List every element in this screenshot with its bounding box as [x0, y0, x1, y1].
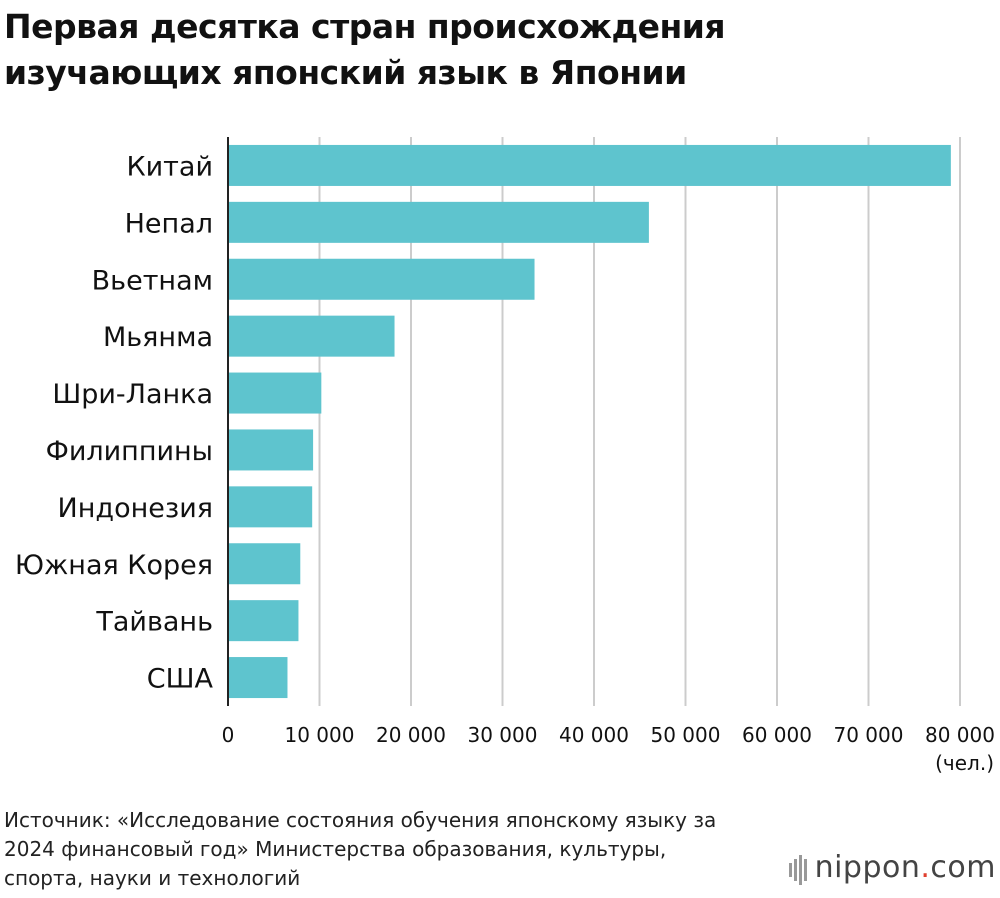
bar	[228, 429, 314, 471]
nippon-logo: nippon.com	[788, 850, 996, 886]
category-label: Индонезия	[58, 493, 213, 524]
bar	[228, 600, 299, 642]
bar	[228, 315, 395, 357]
x-tick-labels: 0 10 000 20 000 30 000 40 000 50 000 60 000 70 …	[222, 723, 995, 747]
x-tick-label: 30 000	[468, 723, 538, 747]
logo-suffix: com	[930, 850, 996, 885]
bar	[228, 657, 288, 699]
bar	[228, 201, 649, 243]
category-labels: Китай Непал Вьетнам Мьянма Шри-Ланка Филиппин…	[15, 151, 214, 694]
source-line-2: 2024 финансовый год» Министерства образо…	[4, 837, 667, 861]
x-tick-label: 60 000	[742, 723, 812, 747]
source-line-1: Источник: «Исследование состояния обучен…	[4, 808, 717, 832]
bar	[228, 144, 951, 186]
unit-label: (чел.)	[935, 751, 994, 775]
logo-dot: .	[920, 850, 931, 885]
category-label: Непал	[125, 208, 213, 239]
x-tick-label: 80 000	[925, 723, 995, 747]
chart-title: Первая десятка стран происхождения изуча…	[4, 4, 994, 96]
bars	[228, 144, 951, 699]
category-label: США	[147, 664, 214, 695]
source-note: Источник: «Исследование состояния обучен…	[4, 806, 774, 893]
category-label: Шри-Ланка	[52, 379, 213, 410]
category-label: Южная Корея	[15, 550, 213, 581]
chart-title-line-2: изучающих японский язык в Японии	[4, 53, 687, 92]
bar	[228, 486, 313, 528]
x-tick-label: 40 000	[559, 723, 629, 747]
category-label: Филиппины	[46, 436, 213, 467]
chart-title-line-1: Первая десятка стран происхождения	[4, 7, 726, 46]
x-tick-label: 10 000	[285, 723, 355, 747]
category-label: Вьетнам	[92, 265, 213, 296]
logo-name: nippon	[814, 850, 921, 885]
bar	[228, 372, 322, 414]
category-label: Мьянма	[103, 322, 213, 353]
bar	[228, 258, 535, 300]
bar	[228, 543, 301, 585]
x-tick-label: 50 000	[651, 723, 721, 747]
gridlines	[318, 137, 961, 706]
category-label: Тайвань	[95, 607, 213, 638]
category-label: Китай	[126, 151, 213, 182]
logo-mark-icon	[788, 851, 809, 886]
x-tick-label: 20 000	[376, 723, 446, 747]
x-tick-label: 0	[222, 723, 235, 747]
source-line-3: спорта, науки и технологий	[4, 866, 301, 890]
x-tick-label: 70 000	[834, 723, 904, 747]
